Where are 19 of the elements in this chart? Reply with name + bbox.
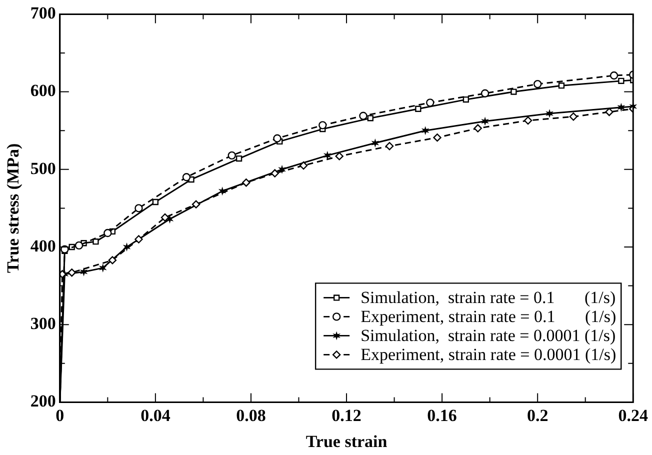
- legend-label: Experiment, strain rate = 0.0001 (1/s): [360, 345, 616, 364]
- y-tick-label: 500: [30, 158, 56, 178]
- legend-label: Simulation, strain rate = 0.1 (1/s): [360, 288, 616, 308]
- legend-label: Experiment, strain rate = 0.1 (1/s): [360, 307, 616, 326]
- x-tick-label: 0.12: [332, 406, 362, 425]
- x-tick-label: 0.24: [618, 406, 648, 425]
- x-tick-label: 0.08: [236, 406, 266, 425]
- y-tick-label: 600: [30, 81, 56, 100]
- x-tick-label: 0.2: [526, 406, 548, 425]
- y-axis-title: True stress (MPa): [4, 143, 23, 274]
- y-tick-label: 700: [30, 4, 56, 23]
- y-tick-label: 300: [30, 314, 56, 333]
- legend-label: Simulation, strain rate = 0.0001 (1/s): [360, 326, 616, 346]
- x-tick-label: 0: [56, 406, 64, 425]
- y-tick-label: 200: [30, 392, 56, 411]
- x-axis-title: True strain: [306, 432, 388, 452]
- x-tick-label: 0.04: [140, 406, 171, 425]
- x-tick-label: 0.16: [427, 406, 457, 425]
- y-tick-label: 400: [30, 236, 56, 256]
